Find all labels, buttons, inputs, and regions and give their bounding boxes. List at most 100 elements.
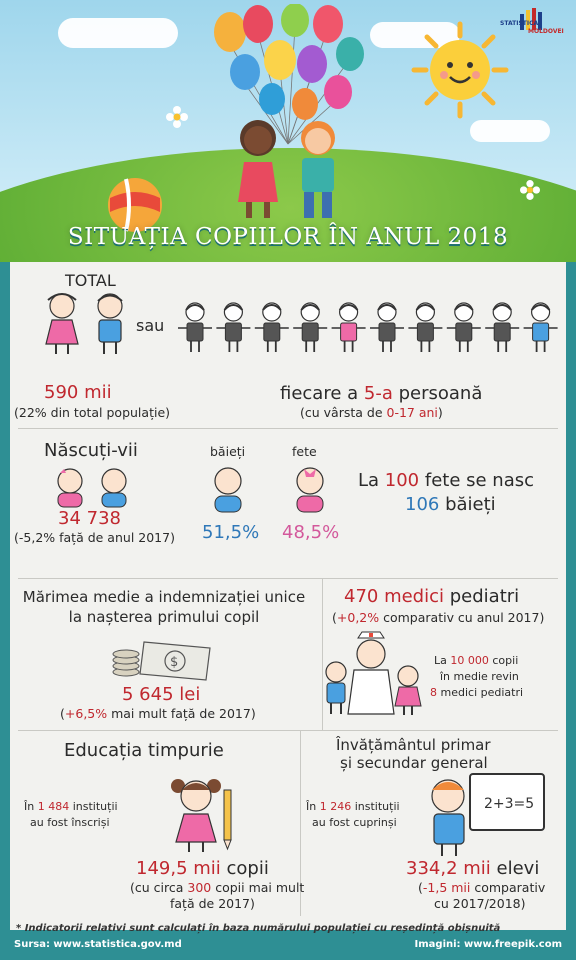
age-suffix: ): [437, 405, 443, 420]
births-value: 34 738: [58, 508, 121, 529]
child-figure-icon: [254, 302, 289, 352]
births-label: Născuți-vii: [44, 440, 138, 461]
ratio-boys-word: băieți: [439, 494, 496, 515]
child-figure-icon: [446, 302, 481, 352]
early-note-suffix: copii mai mult: [211, 880, 305, 895]
cloud: [58, 18, 178, 48]
school-note-line1: (-1,5 mii comparativ: [418, 880, 545, 895]
footnote: * Indicatorii relativi sunt calculați în…: [16, 923, 501, 934]
ped-note-value: +0,2%: [336, 610, 380, 625]
school-inst-line1: În 1 246 instituții: [306, 800, 400, 813]
early-inst-value: 1 484: [37, 800, 70, 813]
school-value-line: 334,2 mii elevi: [406, 858, 539, 879]
child-figure-icon: [408, 302, 443, 352]
age-prefix: (cu vârsta de: [300, 405, 387, 420]
allowance-line2: la nașterea primului copil: [68, 608, 260, 626]
girls-percent: 48,5%: [282, 522, 340, 543]
divider: [18, 730, 558, 731]
flower-icon: [520, 180, 540, 200]
child-figure-icon: [485, 302, 520, 352]
early-note-prefix: (cu circa: [130, 880, 188, 895]
statistica-moldovei-logo: STATISTICA MOLDOVEI: [500, 8, 564, 38]
allowance-line1: Mărimea medie a indemnizației unice: [22, 588, 306, 606]
school-note-value: -1,5 mii: [422, 880, 471, 895]
child-figure-icon: [370, 302, 404, 352]
school-note-suffix: comparativ: [470, 880, 546, 895]
early-inst-prefix: În: [24, 800, 38, 813]
girl-and-boy-icon: [45, 293, 123, 354]
school-note-prefix: (: [418, 880, 423, 895]
ped-per-line3-suffix: medici pediatri: [437, 686, 524, 699]
doctor-with-children-icon: [325, 631, 422, 715]
allowance-note-prefix: (: [60, 706, 65, 721]
ped-per-prefix: La: [434, 654, 451, 667]
divider: [300, 730, 301, 916]
allowance-note-value: +6,5%: [64, 706, 108, 721]
green-hill: [0, 148, 576, 262]
allowance-note: (+6,5% mai mult față de 2017): [60, 706, 256, 721]
total-share-note: (22% din total populație): [14, 405, 171, 420]
allowance-note-suffix: mai mult față de 2017): [107, 706, 256, 721]
age-range-note: (cu vârsta de 0-17 ani): [300, 405, 443, 420]
school-inst-suffix: instituții: [351, 800, 400, 813]
school-note-line2: cu 2017/2018): [434, 896, 526, 911]
early-edu-value-suffix: copii: [220, 858, 269, 879]
footer: * Indicatorii relativi sunt calculați în…: [0, 923, 576, 960]
school-value: 334,2 mii: [406, 858, 491, 879]
school-inst-value: 1 246: [319, 800, 352, 813]
ratio-line1: La 100 fete se nasc: [358, 470, 534, 491]
early-note-line1: (cu circa 300 copii mai mult: [130, 880, 304, 895]
births-note: (-5,2% față de anul 2017): [14, 530, 175, 545]
every-value: 5-a: [363, 383, 393, 404]
boys-percent: 51,5%: [202, 522, 260, 543]
allowance-value: 5 645 lei: [122, 684, 201, 705]
child-figure-icon: [293, 302, 328, 352]
balloons-icon: [214, 4, 364, 145]
child-figure-icon: [216, 302, 251, 352]
total-value: 590 mii: [44, 382, 112, 403]
ped-per-line3-value: 8: [430, 686, 437, 699]
flower-icon: [166, 106, 188, 128]
kids-with-balloons-illustration: [238, 120, 335, 218]
early-inst-line1: În 1 484 instituții: [24, 800, 118, 813]
early-edu-value-line: 149,5 mii copii: [136, 858, 269, 879]
blackboard-text: 2+3=5: [484, 796, 534, 812]
ball-icon: [108, 178, 162, 232]
ped-note-prefix: (: [332, 610, 337, 625]
images-credit-link[interactable]: Imagini: www.freepik.com: [414, 939, 562, 950]
logo-text-moldovei: MOLDOVEI: [528, 28, 564, 35]
boys-label: băieți: [210, 444, 246, 459]
pediatricians-note: (+0,2% comparativ cu anul 2017): [332, 610, 544, 625]
child-figure-icon: [331, 302, 366, 352]
early-inst-suffix: instituții: [69, 800, 118, 813]
early-note-value: 300: [187, 880, 212, 895]
every-nth-person: fiecare a 5-a persoană: [280, 383, 482, 404]
babies-icon: [57, 468, 127, 508]
source-link[interactable]: Sursa: www.statistica.gov.md: [14, 939, 182, 950]
early-edu-value: 149,5 mii: [136, 858, 221, 879]
baby-boy-icon: [214, 467, 242, 513]
or-label: sau: [136, 316, 165, 335]
total-label: TOTAL: [65, 271, 116, 290]
ped-note-suffix: comparativ cu anul 2017): [379, 610, 545, 625]
age-value: 0-17 ani: [386, 405, 438, 420]
girl-with-pencil-icon: [171, 779, 232, 852]
pediatricians-suffix: pediatri: [444, 586, 520, 607]
pediatricians-count: 470 medici pediatri: [344, 586, 519, 607]
ratio-mid: fete se nasc: [419, 470, 535, 491]
money-icon: $: [112, 641, 211, 681]
school-title-line1: Învățământul primar: [336, 736, 491, 754]
ped-per-line2: în medie revin: [440, 670, 519, 683]
early-edu-title: Educația timpurie: [64, 740, 224, 761]
school-title-line2: și secundar general: [340, 754, 488, 772]
school-inst-prefix: În: [306, 800, 320, 813]
header-illustration: STATISTICA MOLDOVEI SITUAȚIA COPIILOR ÎN…: [0, 0, 576, 262]
pediatricians-value: 470 medici: [344, 586, 445, 607]
svg-text:$: $: [170, 655, 178, 670]
sun-icon: [411, 21, 509, 119]
cloud: [370, 22, 460, 48]
divider: [18, 428, 558, 429]
ped-per-line3: 8 medici pediatri: [430, 686, 523, 699]
school-inst-line2: au fost cuprinși: [312, 816, 397, 829]
